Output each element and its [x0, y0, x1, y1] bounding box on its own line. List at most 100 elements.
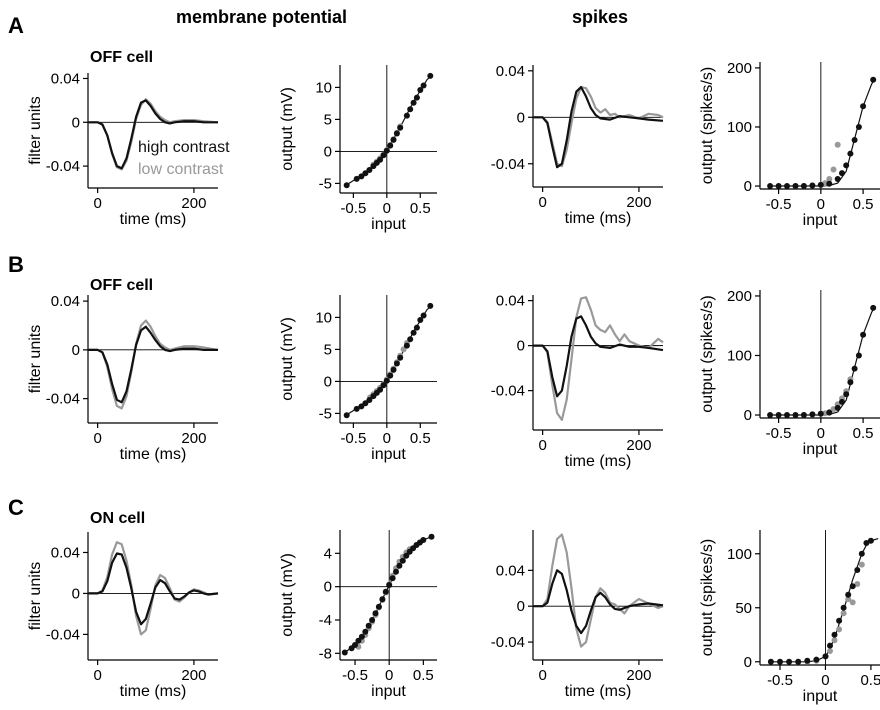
column-header-spikes: spikes	[572, 7, 628, 27]
y-tick-label: 200	[727, 60, 752, 77]
y-tick-label: 0.04	[496, 293, 525, 310]
data-point-high-contrast	[777, 658, 783, 665]
data-point-high-contrast	[854, 567, 861, 573]
cell-label-a: OFF cell	[90, 49, 153, 66]
data-point-high-contrast	[379, 596, 386, 603]
data-point-high-contrast	[390, 136, 397, 143]
y-tick-label: 0.04	[496, 63, 525, 80]
y-axis-label: output (spikes/s)	[699, 295, 716, 412]
x-tick-label: 0	[383, 430, 391, 447]
data-point-high-contrast	[358, 403, 365, 410]
series-line-high-contrast	[88, 325, 218, 404]
y-tick-label: 10	[315, 309, 332, 326]
x-tick-label: 0	[821, 672, 829, 689]
legend-low-contrast: low contrast	[138, 161, 224, 178]
data-point-high-contrast	[784, 412, 790, 418]
data-point-high-contrast	[343, 412, 350, 419]
data-point-high-contrast	[843, 162, 850, 169]
x-tick-label: 0.5	[853, 196, 874, 213]
data-point-low-contrast	[858, 561, 865, 568]
series-line-low-contrast	[533, 296, 664, 421]
data-point-high-contrast	[775, 412, 782, 418]
data-point-high-contrast	[420, 537, 427, 543]
x-tick-label: 0.5	[860, 672, 880, 689]
data-point-high-contrast	[420, 312, 427, 319]
x-axis-label: time (ms)	[565, 210, 632, 227]
data-point-high-contrast	[358, 173, 365, 180]
y-tick-label: 0	[72, 585, 80, 602]
x-axis-label: input	[371, 683, 406, 700]
column-header-membrane: membrane potential	[176, 7, 347, 27]
y-tick-label: 5	[324, 341, 332, 358]
data-point-high-contrast	[380, 382, 387, 389]
data-point-high-contrast	[847, 150, 854, 157]
data-point-high-contrast	[817, 181, 824, 188]
data-point-high-contrast	[860, 331, 867, 338]
data-point-high-contrast	[834, 404, 841, 411]
chart-A-spikes-nonlinearity: 200 100 0 -0.5 0 0.5 input output (spikes/s)	[699, 60, 880, 229]
data-point-low-contrast	[831, 637, 838, 644]
y-axis-label: output (mV)	[279, 317, 296, 401]
data-point-high-contrast	[826, 180, 833, 187]
x-tick-label: -0.5	[767, 672, 793, 689]
y-tick-label: 0.04	[51, 293, 80, 310]
data-point-high-contrast	[855, 124, 862, 130]
y-tick-label: -0.04	[46, 158, 80, 175]
y-tick-label: 0.04	[51, 70, 80, 87]
data-point-high-contrast	[397, 124, 404, 131]
data-point-high-contrast	[827, 642, 833, 649]
x-tick-label: 0	[383, 200, 391, 217]
x-axis-label: input	[803, 441, 838, 458]
data-point-high-contrast	[427, 302, 434, 309]
series-line-high-contrast	[88, 552, 219, 626]
data-point-high-contrast	[397, 354, 404, 361]
data-point-high-contrast	[813, 656, 820, 663]
data-point-high-contrast	[767, 658, 774, 665]
data-point-high-contrast	[352, 642, 358, 648]
data-point-high-contrast	[840, 604, 847, 611]
data-point-high-contrast	[407, 106, 414, 113]
data-point-high-contrast	[767, 183, 774, 189]
data-point-high-contrast	[413, 324, 420, 331]
data-point-high-contrast	[386, 582, 393, 588]
data-point-high-contrast	[410, 329, 417, 336]
data-point-high-contrast	[341, 649, 348, 656]
x-axis-label: time (ms)	[120, 211, 187, 228]
data-point-high-contrast	[382, 588, 389, 595]
data-point-high-contrast	[786, 658, 793, 665]
data-point-high-contrast	[858, 550, 865, 557]
data-point-low-contrast	[834, 141, 841, 148]
data-point-high-contrast	[413, 94, 420, 101]
data-point-low-contrast	[845, 596, 852, 603]
data-point-high-contrast	[839, 170, 845, 177]
fit-curve	[770, 538, 879, 663]
x-tick-label: 200	[626, 437, 651, 454]
y-tick-label: 100	[727, 119, 752, 136]
x-axis-label: input	[371, 446, 406, 463]
y-tick-label: 0	[72, 114, 80, 131]
data-point-high-contrast	[353, 405, 360, 412]
y-tick-label: 0	[324, 143, 332, 160]
data-point-high-contrast	[410, 99, 417, 106]
y-tick-label: 0	[324, 373, 332, 390]
data-point-high-contrast	[784, 183, 790, 189]
y-axis-label: output (spikes/s)	[699, 67, 716, 184]
data-point-high-contrast	[366, 397, 373, 403]
series-line-high-contrast	[88, 99, 218, 170]
x-axis-label: time (ms)	[565, 683, 632, 700]
y-tick-label: 5	[324, 111, 332, 128]
data-point-high-contrast	[343, 182, 350, 189]
x-tick-label: 200	[181, 195, 206, 212]
x-axis-label: input	[371, 216, 406, 233]
x-tick-label: -0.5	[340, 200, 366, 217]
data-point-low-contrast	[849, 599, 856, 606]
data-point-high-contrast	[377, 386, 384, 393]
chart-B-spikes-nonlinearity: 200 100 0 -0.5 0 0.5 input output (spikes/s)	[699, 288, 880, 458]
